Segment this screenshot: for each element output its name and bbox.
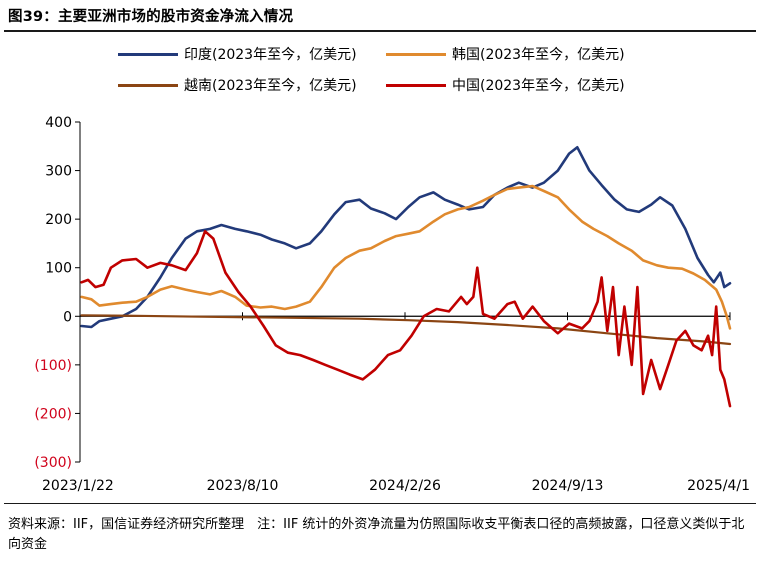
x-tick-label: 2023/1/22 — [42, 478, 114, 494]
y-tick-label: 200 — [45, 212, 72, 228]
legend-label-china: 中国(2023年至今，亿美元) — [452, 78, 625, 94]
source-rule — [4, 503, 756, 504]
legend-item-china: 中国(2023年至今，亿美元) — [386, 75, 625, 95]
y-tick-label: (300) — [34, 455, 72, 471]
x-tick-label: 2024/9/13 — [532, 478, 604, 494]
series-line-china — [80, 230, 732, 408]
y-tick-label: 400 — [45, 115, 72, 131]
series-line-korea — [80, 184, 732, 330]
legend-item-vietnam: 越南(2023年至今，亿美元) — [118, 75, 357, 95]
y-tick-label: (100) — [34, 358, 72, 374]
legend-label-india: 印度(2023年至今，亿美元) — [184, 47, 357, 63]
figure-title: 图39：主要亚洲市场的股市资金净流入情况 — [8, 9, 294, 25]
legend-swatch-china — [386, 83, 446, 87]
legend-label-vietnam: 越南(2023年至今，亿美元) — [184, 78, 357, 94]
series-line-vietnam — [80, 314, 732, 346]
legend-swatch-india — [118, 52, 178, 56]
title-rule — [4, 30, 756, 32]
y-tick-label: 0 — [63, 309, 72, 325]
legend-label-korea: 韩国(2023年至今，亿美元) — [452, 47, 625, 63]
legend-item-india: 印度(2023年至今，亿美元) — [118, 44, 357, 64]
y-tick-label: 100 — [45, 261, 72, 277]
y-tick-label: 300 — [45, 164, 72, 180]
legend-item-korea: 韩国(2023年至今，亿美元) — [386, 44, 625, 64]
source-note: 资料来源：IIF，国信证券经济研究所整理 注：IIF 统计的外资净流量为仿照国际… — [8, 517, 745, 552]
y-tick-label: (200) — [34, 406, 72, 422]
x-tick-label: 2023/8/10 — [207, 478, 279, 494]
legend-swatch-korea — [386, 52, 446, 56]
legend-swatch-vietnam — [118, 83, 178, 87]
series-line-india — [80, 146, 732, 329]
x-tick-label: 2024/2/26 — [369, 478, 441, 494]
x-tick-label: 2025/4/1 — [687, 478, 750, 494]
